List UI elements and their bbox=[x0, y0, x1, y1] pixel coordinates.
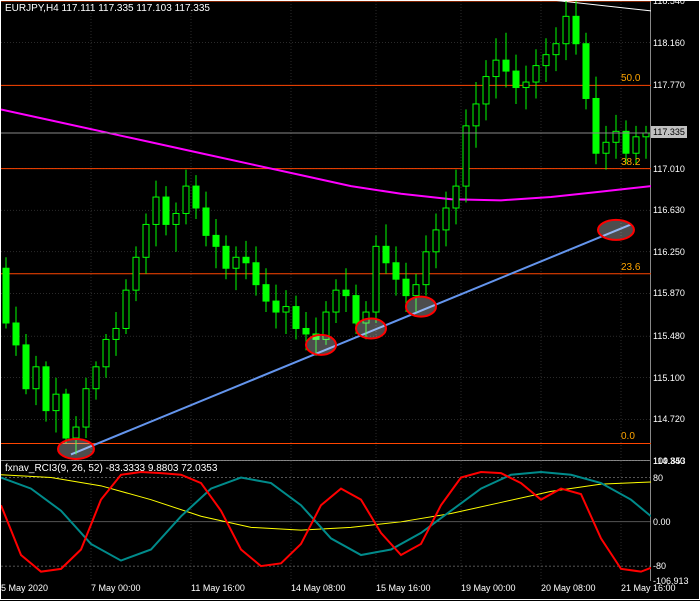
indicator-panel[interactable]: fxnav_RCI3(9, 26, 52) -83.3333 9.8803 72… bbox=[1, 461, 651, 581]
price-y-axis: 118.540 118.160 117.770 117.010 116.630 116.2… bbox=[651, 1, 700, 461]
y-tick-label: 115.480 bbox=[653, 331, 685, 341]
fib-label: 38.2 bbox=[621, 157, 640, 168]
y-tick-label: 116.250 bbox=[653, 247, 685, 257]
indicator-header: fxnav_RCI3(9, 26, 52) -83.3333 9.8803 72… bbox=[5, 463, 217, 474]
y-tick-label: 118.160 bbox=[653, 38, 685, 48]
fib-label: 0.0 bbox=[621, 431, 635, 442]
indicator-y-label: 80 bbox=[653, 473, 663, 483]
indicator-name: fxnav_RCI3(9, 26, 52) bbox=[5, 463, 103, 474]
indicator-y-axis: 109.853800.00-80-106.913 bbox=[651, 461, 700, 581]
y-tick-label: 118.540 bbox=[653, 0, 685, 6]
x-axis: 5 May 2020 7 May 00:00 11 May 16:00 14 May … bbox=[1, 581, 651, 601]
x-tick-label: 5 May 2020 bbox=[1, 583, 48, 593]
trading-chart[interactable]: EURJPY,H4 117.111 117.335 117.103 117.33… bbox=[0, 0, 700, 600]
y-tick-label: 115.100 bbox=[653, 373, 685, 383]
x-tick-label: 19 May 00:00 bbox=[461, 583, 516, 593]
x-tick-label: 20 May 08:00 bbox=[541, 583, 596, 593]
x-tick-label: 21 May 16:00 bbox=[621, 583, 676, 593]
x-tick-label: 15 May 16:00 bbox=[376, 583, 431, 593]
ohlc-label: 117.111 117.335 117.103 117.335 bbox=[62, 3, 210, 14]
chart-header: EURJPY,H4 117.111 117.335 117.103 117.33… bbox=[5, 3, 210, 14]
indicator-values: -83.3333 9.8803 72.0353 bbox=[106, 463, 218, 474]
current-price-tag: 117.335 bbox=[651, 126, 687, 138]
y-tick-label: 114.720 bbox=[653, 414, 685, 424]
x-tick-label: 14 May 08:00 bbox=[291, 583, 346, 593]
indicator-canvas bbox=[1, 461, 651, 581]
y-tick-label: 116.630 bbox=[653, 205, 685, 215]
fib-label: 23.6 bbox=[621, 262, 640, 273]
indicator-y-label: 109.853 bbox=[653, 456, 686, 466]
y-tick-label: 115.870 bbox=[653, 288, 685, 298]
y-tick-label: 117.010 bbox=[653, 164, 685, 174]
fib-label: 50.0 bbox=[621, 73, 640, 84]
x-tick-label: 11 May 16:00 bbox=[191, 583, 245, 593]
y-tick-label: 117.770 bbox=[653, 80, 685, 90]
indicator-y-label: 0.00 bbox=[653, 517, 671, 527]
x-tick-label: 7 May 00:00 bbox=[91, 583, 141, 593]
indicator-y-label: -80 bbox=[653, 561, 666, 571]
price-panel[interactable]: EURJPY,H4 117.111 117.335 117.103 117.33… bbox=[1, 1, 651, 461]
symbol-label: EURJPY,H4 bbox=[5, 3, 59, 14]
price-canvas bbox=[1, 1, 651, 461]
